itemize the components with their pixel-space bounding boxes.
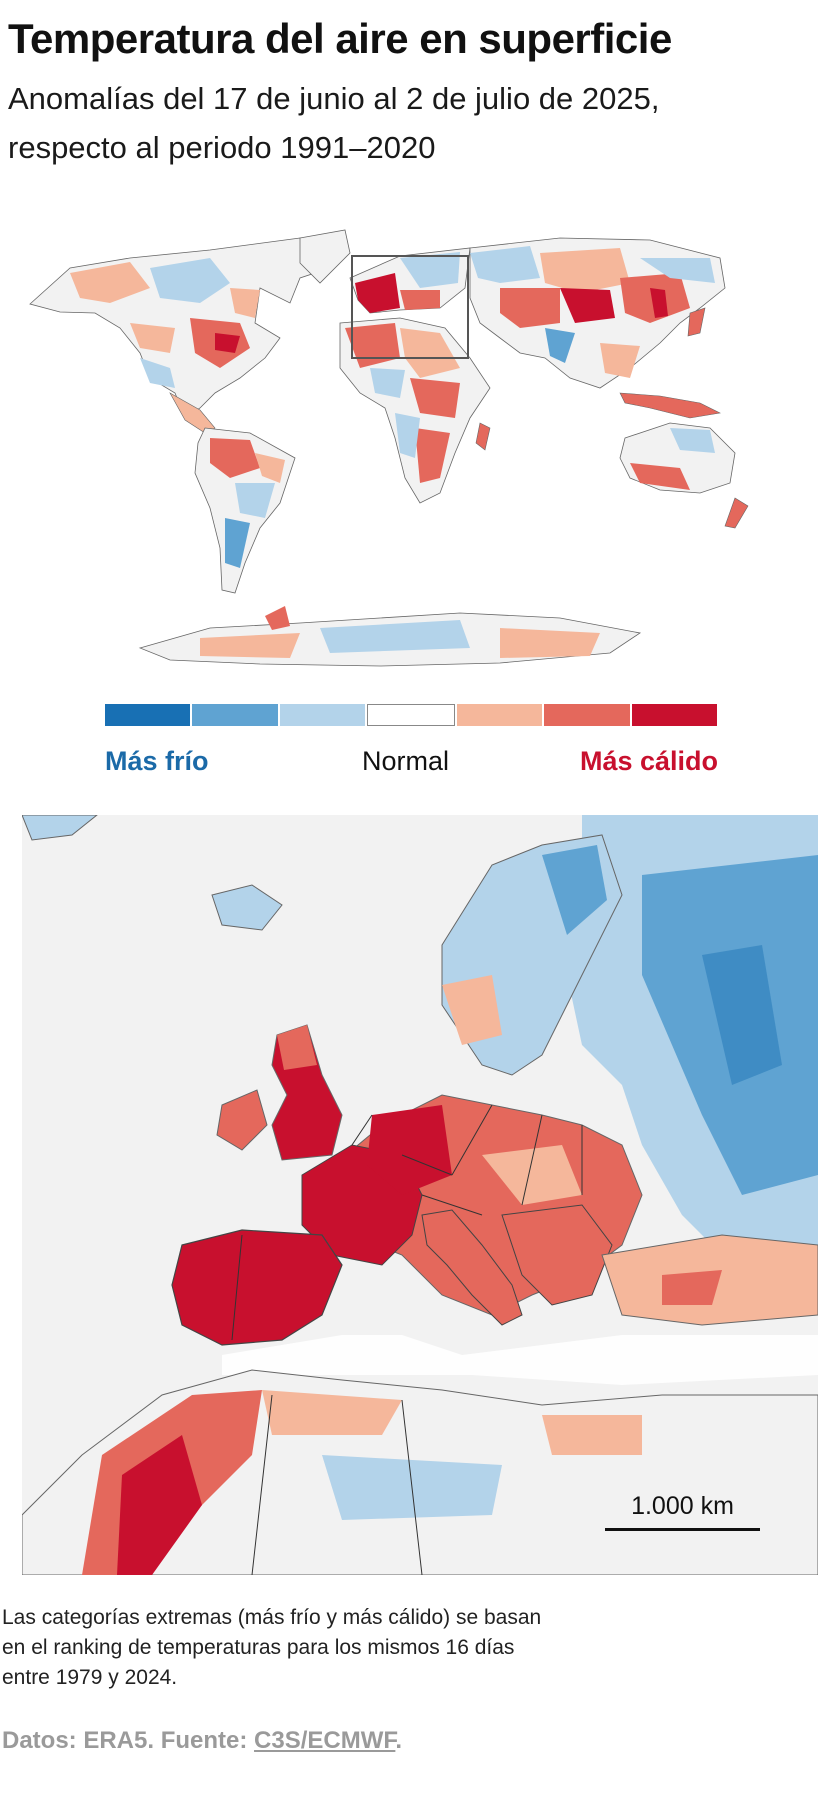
scale-bar-label: 1.000 km xyxy=(631,1492,734,1520)
legend-swatch-colder xyxy=(192,704,278,726)
world-anomaly-map xyxy=(29,229,749,667)
legend-swatch-much-warmer xyxy=(631,704,717,726)
iberian-peninsula xyxy=(171,1229,343,1346)
scale-bar-line xyxy=(605,1528,760,1531)
color-legend xyxy=(105,704,717,726)
legend-swatch-slightly-warmer xyxy=(456,704,543,726)
source-link[interactable]: C3S/ECMWF xyxy=(254,1727,396,1754)
source-suffix: . xyxy=(395,1727,403,1754)
greenland xyxy=(299,229,351,284)
legend-label-warm: Más cálido xyxy=(579,746,718,776)
legend-swatch-normal xyxy=(367,704,455,726)
italy xyxy=(421,1209,523,1326)
legend-label-normal: Normal xyxy=(362,746,450,776)
chart-subtitle: Anomalías del 17 de junio al 2 de julio … xyxy=(8,81,660,165)
scale-bar: 1.000 km xyxy=(605,1492,760,1532)
legend-label-cold: Más frío xyxy=(105,746,209,776)
europe-highlight-box xyxy=(351,255,469,359)
source-prefix: Datos: ERA5. Fuente: xyxy=(2,1727,255,1754)
legend-swatch-warmer xyxy=(544,704,630,726)
source-line: Datos: ERA5. Fuente: C3S/ECMWF. xyxy=(2,1726,402,1756)
legend-swatch-slightly-colder xyxy=(279,704,366,726)
methodology-note: Las categorías extremas (más frío y más … xyxy=(2,1606,542,1689)
legend-swatch-much-colder xyxy=(105,704,191,726)
chart-title: Temperatura del aire en superficie xyxy=(8,15,672,62)
europe-anomaly-map xyxy=(22,815,818,1575)
